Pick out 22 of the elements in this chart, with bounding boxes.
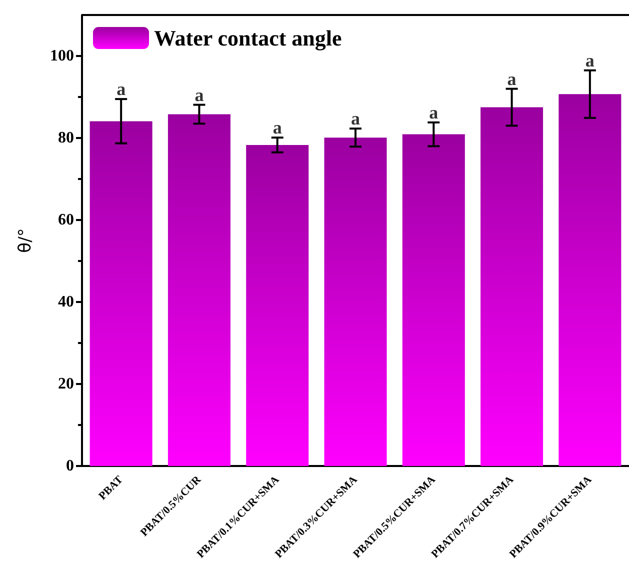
- legend-label: Water contact angle: [154, 26, 342, 50]
- annotation: a: [194, 84, 204, 105]
- annotation: a: [585, 50, 594, 70]
- y-tick-label: 60: [58, 212, 74, 228]
- y-tick-label: 40: [58, 294, 74, 310]
- bar: [246, 144, 309, 466]
- bar: [558, 94, 622, 466]
- annotation: a: [429, 102, 438, 122]
- annotation: a: [272, 118, 282, 138]
- y-tick-label: 100: [50, 48, 74, 64]
- y-axis-title: θ/°: [16, 228, 36, 253]
- bar: [168, 114, 230, 466]
- y-tick-label: 0: [66, 458, 74, 474]
- annotation: a: [507, 68, 516, 89]
- bar: [402, 134, 465, 466]
- annotation: a: [351, 108, 360, 129]
- bar: [480, 107, 544, 466]
- y-tick-label: 80: [58, 130, 74, 146]
- bar: [324, 138, 387, 466]
- y-tick-label: 20: [58, 376, 74, 392]
- annotation: a: [116, 79, 126, 100]
- bar: [90, 121, 152, 466]
